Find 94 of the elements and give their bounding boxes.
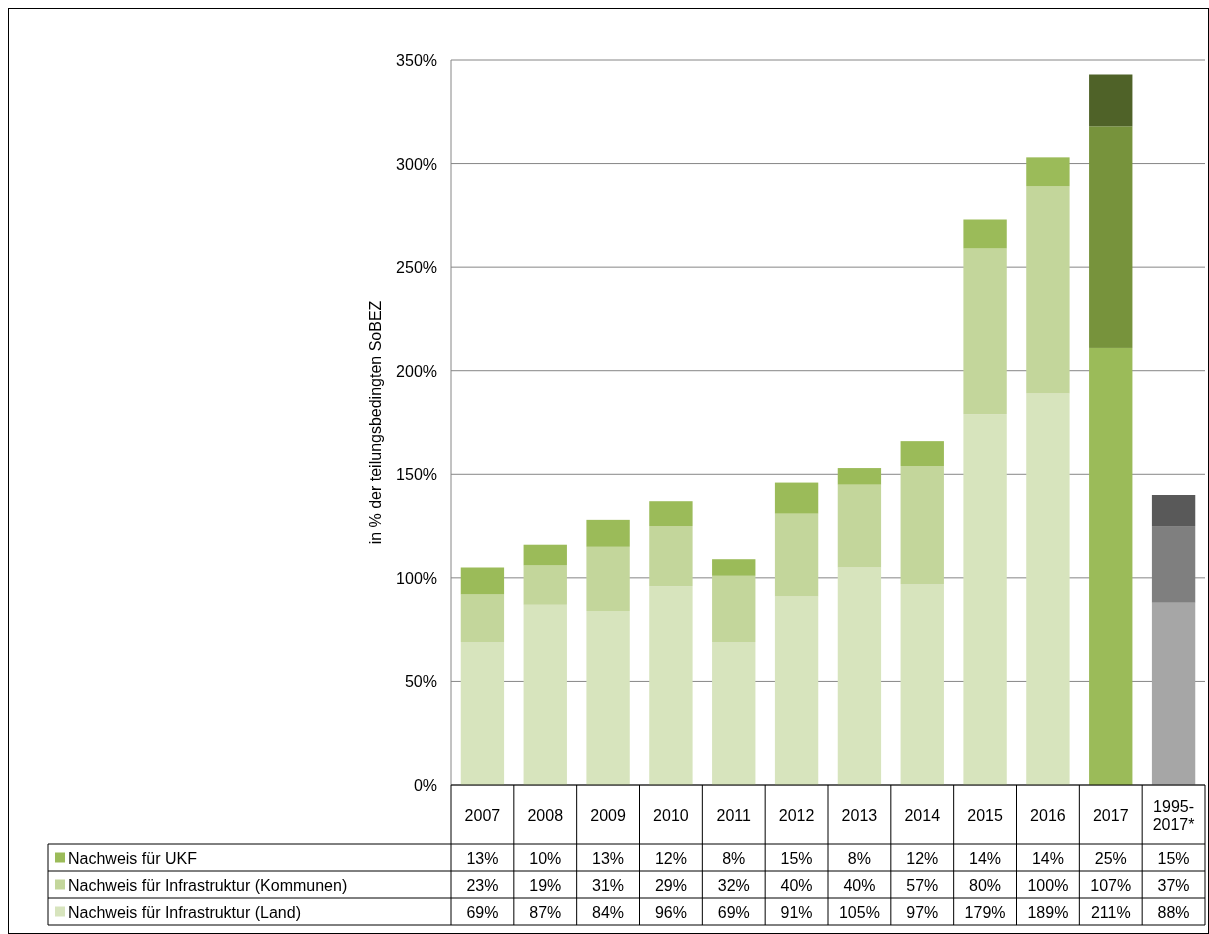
data-label: 29%	[654, 876, 687, 894]
data-label: 15%	[1157, 849, 1190, 867]
y-tick-label: 150%	[396, 466, 437, 484]
bar	[963, 248, 1007, 415]
bar	[712, 642, 756, 785]
data-label: 91%	[780, 903, 813, 921]
bar	[900, 466, 944, 585]
data-label: 87%	[529, 903, 562, 921]
data-label: 37%	[1157, 876, 1190, 894]
data-label: 8%	[847, 849, 871, 867]
data-label: 100%	[1027, 876, 1069, 894]
bar	[649, 501, 693, 527]
bar	[1026, 393, 1070, 785]
bar	[586, 611, 630, 785]
bar	[900, 584, 944, 785]
bar	[837, 468, 882, 485]
x-tick-label: 2012	[778, 806, 815, 824]
bar	[712, 575, 756, 643]
x-tick-label: 2014	[904, 806, 941, 824]
bar	[1151, 602, 1196, 785]
data-label: 107%	[1090, 876, 1132, 894]
bar	[1089, 126, 1133, 348]
bar	[837, 567, 882, 785]
data-label: 179%	[964, 903, 1006, 921]
data-label: 23%	[466, 876, 499, 894]
data-label: 69%	[466, 903, 499, 921]
bar	[586, 519, 630, 547]
bar	[1151, 495, 1196, 527]
bar	[1089, 74, 1133, 127]
legend-label: Nachweis für UKF	[68, 849, 198, 867]
bar	[523, 565, 567, 605]
data-label: 80%	[969, 876, 1002, 894]
x-tick-label: 2010	[653, 806, 689, 824]
data-label: 14%	[1031, 849, 1064, 867]
x-tick-label: 2015	[967, 806, 1003, 824]
data-label: 13%	[466, 849, 499, 867]
bar	[963, 219, 1007, 249]
data-label: 14%	[969, 849, 1002, 867]
bar	[460, 594, 505, 643]
bar	[523, 604, 567, 785]
x-tick-label: 1995-2017*	[1152, 797, 1195, 833]
y-tick-label: 50%	[404, 673, 437, 691]
data-label: 15%	[780, 849, 813, 867]
bar	[712, 559, 756, 576]
x-tick-label: 2009	[590, 806, 626, 824]
data-label: 189%	[1027, 903, 1069, 921]
x-tick-label: 2016	[1030, 806, 1066, 824]
data-label: 211%	[1090, 903, 1131, 921]
bar	[586, 546, 630, 611]
y-tick-label: 0%	[413, 777, 437, 794]
bar	[460, 642, 505, 785]
data-label: 57%	[906, 876, 939, 894]
bar	[1026, 186, 1070, 394]
data-label: 96%	[654, 903, 687, 921]
data-label: 13%	[592, 849, 625, 867]
x-tick-label: 2013	[841, 806, 878, 824]
bar	[523, 544, 567, 566]
bar	[774, 513, 819, 597]
bar	[649, 586, 693, 785]
data-label: 10%	[529, 849, 562, 867]
y-tick-label: 200%	[396, 362, 437, 380]
bar	[460, 567, 505, 595]
data-label: 40%	[780, 876, 813, 894]
x-tick-label: 2011	[716, 806, 752, 824]
data-label: 88%	[1157, 903, 1190, 921]
x-tick-label: 2017	[1092, 806, 1129, 824]
data-label: 25%	[1094, 849, 1127, 867]
y-tick-label: 250%	[396, 259, 437, 277]
legend-label: Nachweis für Infrastruktur (Land)	[68, 903, 301, 921]
bar	[649, 526, 693, 587]
y-tick-label: 300%	[396, 155, 437, 173]
data-label: 19%	[529, 876, 562, 894]
data-label: 40%	[843, 876, 876, 894]
data-label: 84%	[592, 903, 625, 921]
bar	[837, 484, 882, 568]
bar	[774, 482, 819, 514]
data-label: 69%	[717, 903, 750, 921]
legend-label: Nachweis für Infrastruktur (Kommunen)	[68, 876, 348, 894]
data-label: 8%	[722, 849, 746, 867]
data-label: 12%	[654, 849, 687, 867]
data-label: 12%	[906, 849, 939, 867]
bar	[963, 414, 1007, 785]
bar	[900, 441, 944, 466]
y-tick-label: 100%	[396, 569, 437, 587]
data-label: 32%	[717, 876, 750, 894]
data-label: 97%	[906, 903, 939, 921]
x-tick-label: 2007	[464, 806, 501, 824]
data-label: 105%	[838, 903, 880, 921]
y-axis-title: in % der teilungsbedingten SoBEZ	[367, 300, 384, 545]
bar	[1026, 157, 1070, 187]
bar	[774, 596, 819, 785]
data-label: 31%	[592, 876, 625, 894]
y-tick-label: 350%	[396, 52, 437, 69]
x-tick-label: 2008	[527, 806, 564, 824]
